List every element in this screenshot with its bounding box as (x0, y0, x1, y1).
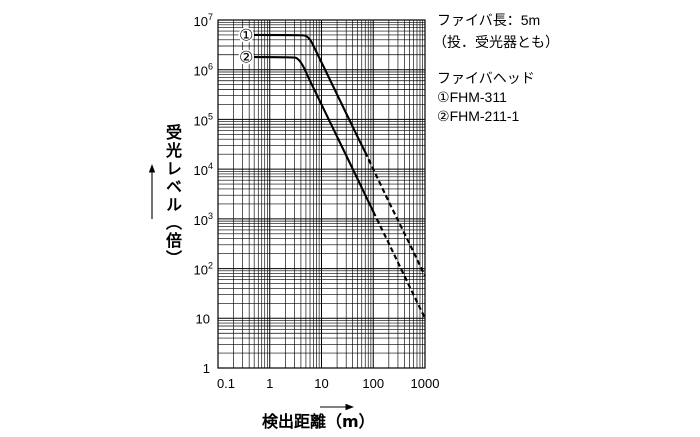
y-tick-label: 102 (194, 261, 213, 278)
y-tick-exponent: 7 (208, 12, 213, 22)
x-tick-label: 100 (362, 376, 384, 391)
legend-marker: ② (437, 108, 450, 124)
legend-label: FHM-211-1 (449, 108, 520, 124)
series-2-solid-line (245, 55, 375, 213)
legend-title: ファイバヘッド (437, 70, 535, 86)
series-1-dashed-line (364, 151, 426, 277)
y-tick-exponent: 6 (208, 62, 213, 72)
x-tick-labels: 0.1 1 10 100 1000 (217, 376, 440, 391)
legend-entry-fhm-211-1: ②FHM-211-1 (437, 108, 519, 125)
y-tick-label: 1 (203, 361, 210, 376)
y-tick-exponent: 4 (208, 161, 213, 171)
series-1-marker: ① (238, 25, 254, 44)
series-markers: ①② (238, 25, 254, 67)
y-tick-base: 1 (203, 361, 210, 376)
series-lines (245, 33, 426, 319)
plot-frame (217, 19, 426, 369)
legend-entry-fhm-311: ①FHM-311 (437, 89, 507, 106)
y-tick-base: 10 (194, 163, 208, 178)
y-tick-base: 10 (194, 113, 208, 128)
x-axis-arrow-icon (320, 403, 354, 411)
series-1-solid-line (245, 33, 367, 154)
y-tick-base: 10 (194, 64, 208, 79)
x-tick-label: 1 (266, 376, 273, 391)
legend-fiber-length: ファイバ長：5m (437, 12, 541, 28)
y-tick-base: 10 (196, 311, 210, 326)
y-tick-exponent: 3 (208, 211, 213, 221)
y-tick-label: 10 (196, 311, 210, 326)
x-axis-title: 検出距離（m） (262, 412, 375, 431)
legend-marker: ① (437, 89, 450, 105)
y-tick-base: 10 (194, 213, 208, 228)
y-axis-title: 受光レベル（倍） (163, 124, 182, 268)
y-tick-exponent: 2 (208, 261, 213, 271)
y-tick-label: 105 (194, 111, 213, 128)
grid (217, 19, 426, 369)
marker-label: ② (239, 48, 253, 67)
y-tick-label: 106 (194, 62, 213, 79)
legend-fiber-note: （投．受光器とも） (433, 34, 559, 50)
y-tick-base: 10 (194, 263, 208, 278)
y-tick-label: 104 (194, 161, 213, 178)
series-2-dashed-line (372, 211, 426, 319)
series-2-marker: ② (238, 48, 254, 67)
x-tick-label: 1000 (411, 376, 440, 391)
x-tick-label: 10 (314, 376, 328, 391)
y-tick-label: 103 (194, 211, 213, 228)
marker-background (238, 27, 254, 43)
marker-background (238, 49, 254, 65)
legend-label: FHM-311 (449, 89, 507, 105)
plot-frame-layer (217, 19, 426, 369)
y-tick-exponent: 5 (208, 111, 213, 121)
x-tick-label: 0.1 (217, 376, 235, 391)
y-tick-base: 10 (194, 14, 208, 29)
y-tick-label: 107 (194, 12, 213, 29)
marker-label: ① (239, 25, 253, 44)
y-axis-arrow-icon (148, 164, 156, 219)
